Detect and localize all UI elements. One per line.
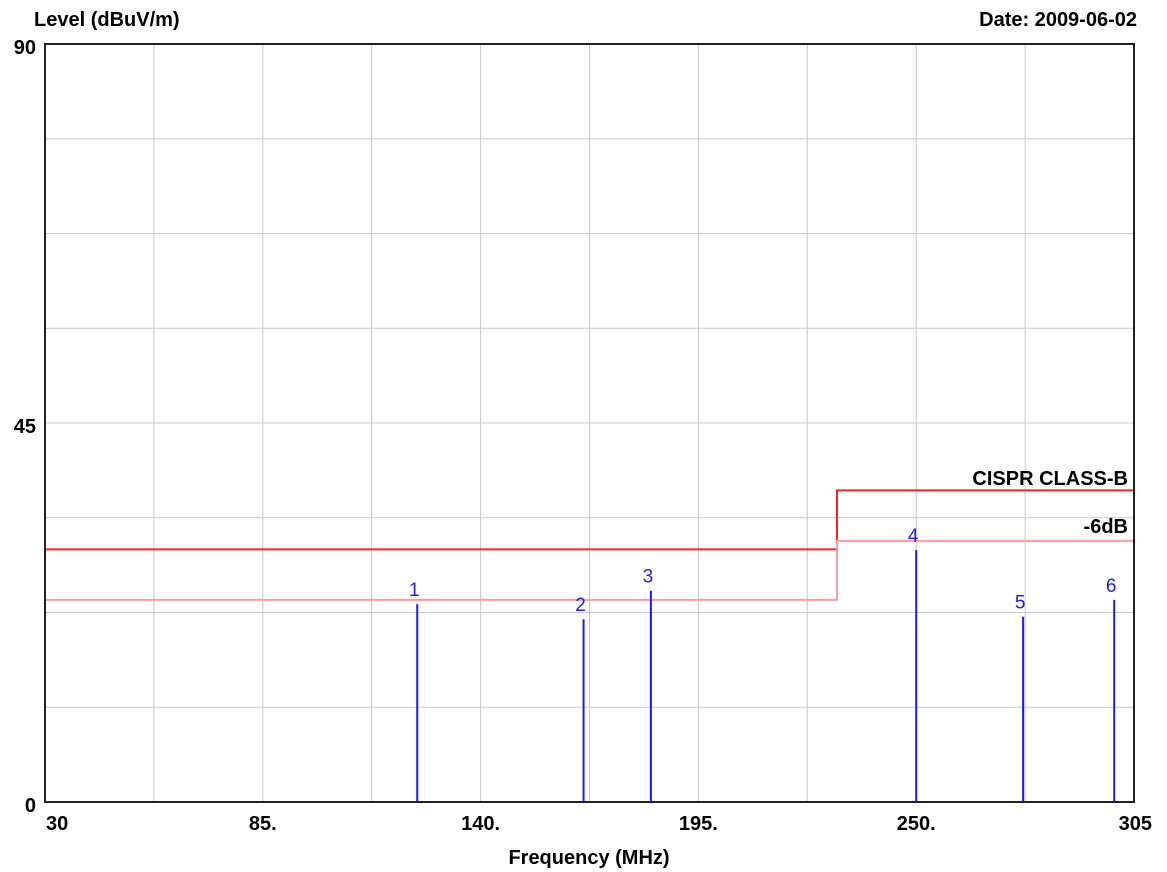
x-tick-label: 140. bbox=[461, 813, 500, 835]
legend-cispr-class-b: CISPR CLASS-B bbox=[972, 468, 1128, 490]
marker-label-2: 2 bbox=[575, 595, 586, 616]
y-tick-label: 90 bbox=[14, 37, 36, 59]
marker-label-6: 6 bbox=[1106, 576, 1117, 597]
y-tick-label: 0 bbox=[25, 795, 36, 817]
series-line-cispr-class-b bbox=[45, 489, 1134, 551]
marker-label-3: 3 bbox=[643, 567, 654, 588]
marker-label-4: 4 bbox=[908, 526, 919, 547]
marker-label-5: 5 bbox=[1015, 593, 1026, 614]
plot-frame bbox=[44, 43, 1135, 803]
grid-lines bbox=[45, 44, 1134, 802]
x-tick-label: 305 bbox=[1119, 813, 1152, 835]
x-axis-label: Frequency (MHz) bbox=[508, 847, 669, 869]
date-label: Date: 2009-06-02 bbox=[979, 9, 1137, 31]
y-axis-label: Level (dBuV/m) bbox=[34, 9, 180, 31]
series-line-minus-6db bbox=[45, 539, 1134, 601]
x-tick-label: 250. bbox=[897, 813, 936, 835]
x-tick-label: 30 bbox=[46, 813, 68, 835]
legend-minus-6db: -6dB bbox=[1084, 516, 1128, 538]
y-tick-label: 45 bbox=[14, 416, 36, 438]
limit-lines bbox=[45, 489, 1134, 601]
marker-label-1: 1 bbox=[409, 580, 420, 601]
x-tick-label: 85. bbox=[249, 813, 277, 835]
emission-markers: 1 2 3 4 5 6 bbox=[409, 526, 1117, 802]
x-tick-label: 195. bbox=[679, 813, 718, 835]
